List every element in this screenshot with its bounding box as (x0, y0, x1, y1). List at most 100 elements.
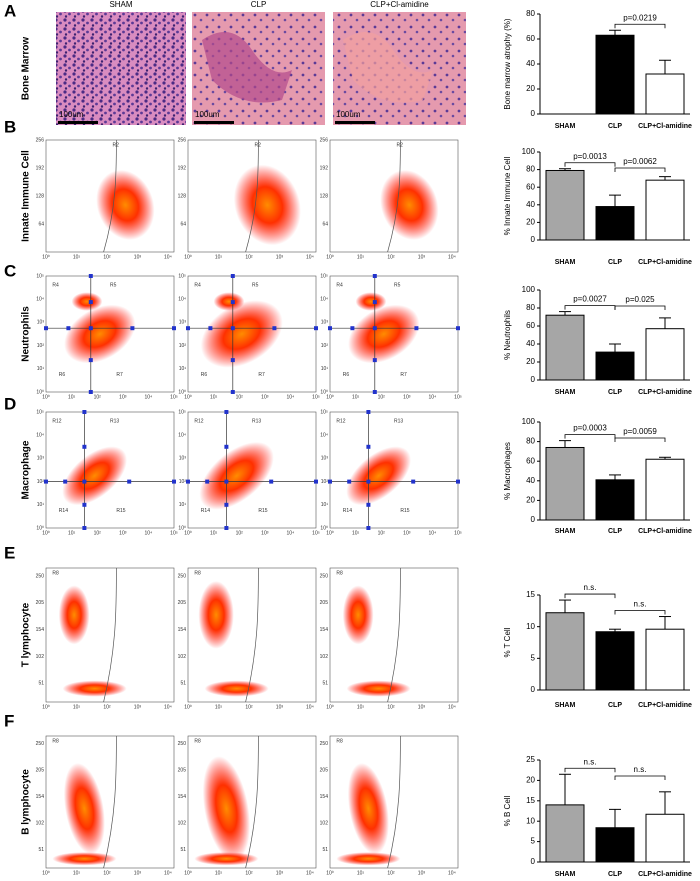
gate-label: R4 (194, 283, 201, 289)
flow-tick-label: 10⁰ (184, 870, 192, 876)
flow-tick-label: 205 (320, 600, 329, 606)
significance-bracket (614, 305, 666, 310)
bar (545, 446, 585, 521)
y-tick-label: 80 (526, 165, 535, 174)
flow-tick-label: 205 (36, 600, 45, 606)
x-tick-label: SHAM (555, 702, 576, 709)
panel-letter: E (4, 543, 15, 562)
flow-tick-label: 10¹ (37, 502, 45, 508)
quadrant-handle (224, 526, 229, 530)
flow-tick-label: 10² (179, 479, 187, 485)
flow-tick-label: 10² (37, 479, 45, 485)
gate-line (245, 567, 259, 703)
x-tick-label: CLP (608, 123, 622, 130)
flow-tick-label: 10² (245, 254, 253, 260)
flow-tick-label: 154 (36, 794, 45, 800)
x-tick-label: SHAM (555, 123, 576, 130)
y-tick-label: 80 (526, 303, 535, 312)
flow-tick-label: 10⁰ (184, 254, 192, 260)
flow-tick-label: 10¹ (357, 870, 365, 876)
flow-tick-label: 128 (36, 193, 45, 199)
bar (545, 804, 585, 863)
x-tick-label: CLP+Cl-amidine (638, 871, 692, 878)
y-axis-title: % Innate Immune Cell (503, 156, 512, 235)
quadrant-handle (205, 479, 210, 484)
annotation: p=0.0027 (573, 295, 607, 304)
histology-image (56, 12, 186, 125)
flow-tick-label: 10³ (403, 394, 411, 400)
flow-tick-label: 10¹ (357, 254, 365, 260)
flow-tick-label: 10⁰ (326, 704, 334, 710)
panel-letter: D (4, 394, 16, 413)
cell-population (346, 680, 411, 697)
flow-tick-label: 10⁰ (36, 389, 44, 395)
gate-label: R8 (194, 570, 201, 576)
flow-tick-label: 10² (236, 530, 244, 536)
cell-population (62, 446, 127, 506)
flow-tick-label: 10⁴ (306, 870, 314, 876)
cell-population (200, 300, 283, 368)
flow-tick-label: 10³ (119, 530, 127, 536)
flow-tick-label: 51 (38, 847, 44, 853)
y-tick-label: 5 (531, 837, 536, 846)
gate-label: R13 (110, 419, 119, 425)
y-tick-label: 40 (526, 200, 535, 209)
cell-population (233, 164, 301, 246)
x-tick-label: SHAM (555, 259, 576, 266)
flow-tick-label: 10⁰ (326, 254, 334, 260)
bar (595, 631, 635, 691)
bar (595, 479, 635, 521)
panel-letter: F (4, 711, 14, 730)
quadrant-handle (88, 274, 93, 278)
annotation: n.s. (584, 583, 597, 592)
flow-tick-label: 10² (37, 343, 45, 349)
flow-tick-label: 10⁴ (178, 297, 186, 303)
gate-label: R13 (252, 419, 261, 425)
gate-label: R5 (394, 283, 401, 289)
gate-label: R5 (252, 283, 259, 289)
gate-label: R4 (52, 283, 59, 289)
flow-tick-label: 10⁰ (184, 394, 192, 400)
quadrant-handle (230, 358, 235, 363)
flow-tick-label: 51 (38, 681, 44, 687)
cell-population (346, 446, 411, 506)
quadrant-handle (186, 479, 190, 484)
cell-population (198, 580, 234, 649)
flow-tick-label: 128 (178, 193, 187, 199)
quadrant-handle (230, 274, 235, 278)
quadrant-handle (224, 502, 229, 507)
flow-tick-label: 10² (245, 704, 253, 710)
gate-label: R12 (336, 419, 345, 425)
flow-tick-label: 10¹ (357, 704, 365, 710)
quadrant-handle (224, 479, 229, 484)
quadrant-handle (372, 274, 377, 278)
annotation: n.s. (634, 600, 647, 609)
flow-tick-label: 10⁰ (326, 394, 334, 400)
scale-bar (194, 121, 234, 124)
cell-population (355, 292, 387, 311)
flow-tick-label: 10⁴ (145, 530, 153, 536)
flow-tick-label: 10⁰ (184, 704, 192, 710)
cell-population (64, 304, 136, 364)
gate-line (387, 735, 401, 869)
gate-line (387, 567, 401, 703)
cell-population (204, 680, 269, 697)
cell-population (199, 441, 274, 510)
quadrant-handle (82, 410, 87, 414)
bar (645, 179, 685, 241)
flow-tick-label: 102 (178, 654, 187, 660)
annotation: n.s. (634, 765, 647, 774)
flow-tick-label: 250 (320, 741, 329, 747)
flow-tick-label: 51 (322, 681, 328, 687)
flow-tick-label: 10² (321, 343, 329, 349)
row-label: Neutrophils (21, 306, 32, 362)
flow-tick-label: 10¹ (68, 394, 76, 400)
x-tick-label: CLP+Cl-amidine (638, 259, 692, 266)
flow-tick-label: 10¹ (321, 366, 329, 372)
column-label: SHAM (109, 0, 132, 9)
x-tick-label: CLP (608, 702, 622, 709)
flow-tick-label: 154 (320, 794, 329, 800)
significance-bracket (564, 162, 616, 167)
annotation: p=0.025 (625, 295, 655, 304)
row-label: Macrophage (21, 440, 32, 499)
